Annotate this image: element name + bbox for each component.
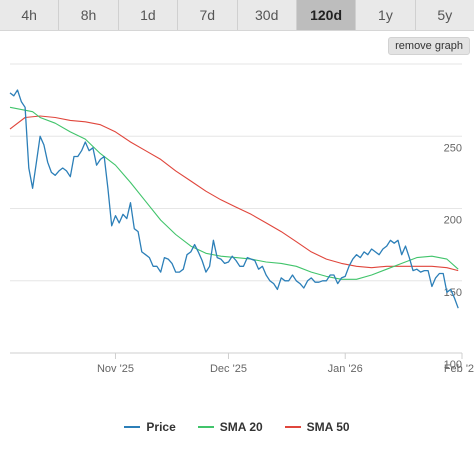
y-tick-label: 100 [444, 359, 462, 371]
x-tick-label: Feb '26 [444, 363, 474, 375]
tab-1y[interactable]: 1y [356, 0, 416, 30]
legend-swatch-sma20 [197, 426, 214, 428]
legend-item-sma20[interactable]: SMA 20 [197, 420, 263, 434]
x-tick-label: Nov '25 [97, 363, 134, 375]
y-tick-label: 200 [444, 215, 462, 227]
remove-graph-button[interactable]: remove graph [388, 37, 470, 55]
chart-legend: Price SMA 20 SMA 50 [0, 420, 474, 434]
tab-4h[interactable]: 4h [0, 0, 60, 30]
tab-5y[interactable]: 5y [437, 7, 453, 23]
y-tick-label: 250 [444, 142, 462, 154]
legend-label-price: Price [146, 420, 176, 434]
x-tick-label: Dec '25 [210, 363, 247, 375]
tab-8h[interactable]: 8h [59, 0, 119, 30]
timeframe-tabs: 4h 8h 1d 7d 30d 120d 1y 5y [0, 0, 474, 31]
tab-1d[interactable]: 1d [119, 0, 179, 30]
legend-label-sma20: SMA 20 [219, 420, 263, 434]
tab-7d[interactable]: 7d [178, 0, 238, 30]
legend-item-price[interactable]: Price [124, 420, 176, 434]
tab-30d[interactable]: 30d [238, 0, 297, 30]
legend-swatch-price [124, 426, 141, 428]
legend-swatch-sma50 [284, 426, 301, 428]
chart-toolbar: remove graph [388, 36, 470, 55]
chart-series [9, 89, 459, 309]
x-axis: Nov '25 Dec '25 Jan '26 Feb '26 [97, 353, 474, 375]
sma20-series-line [9, 106, 459, 280]
legend-label-sma50: SMA 50 [306, 420, 350, 434]
x-tick-label: Jan '26 [328, 363, 363, 375]
chart-grid [10, 63, 462, 354]
tab-120d[interactable]: 120d [296, 0, 357, 30]
sma50-series-line [9, 115, 459, 272]
legend-item-sma50[interactable]: SMA 50 [284, 420, 350, 434]
price-series-line [9, 89, 459, 309]
